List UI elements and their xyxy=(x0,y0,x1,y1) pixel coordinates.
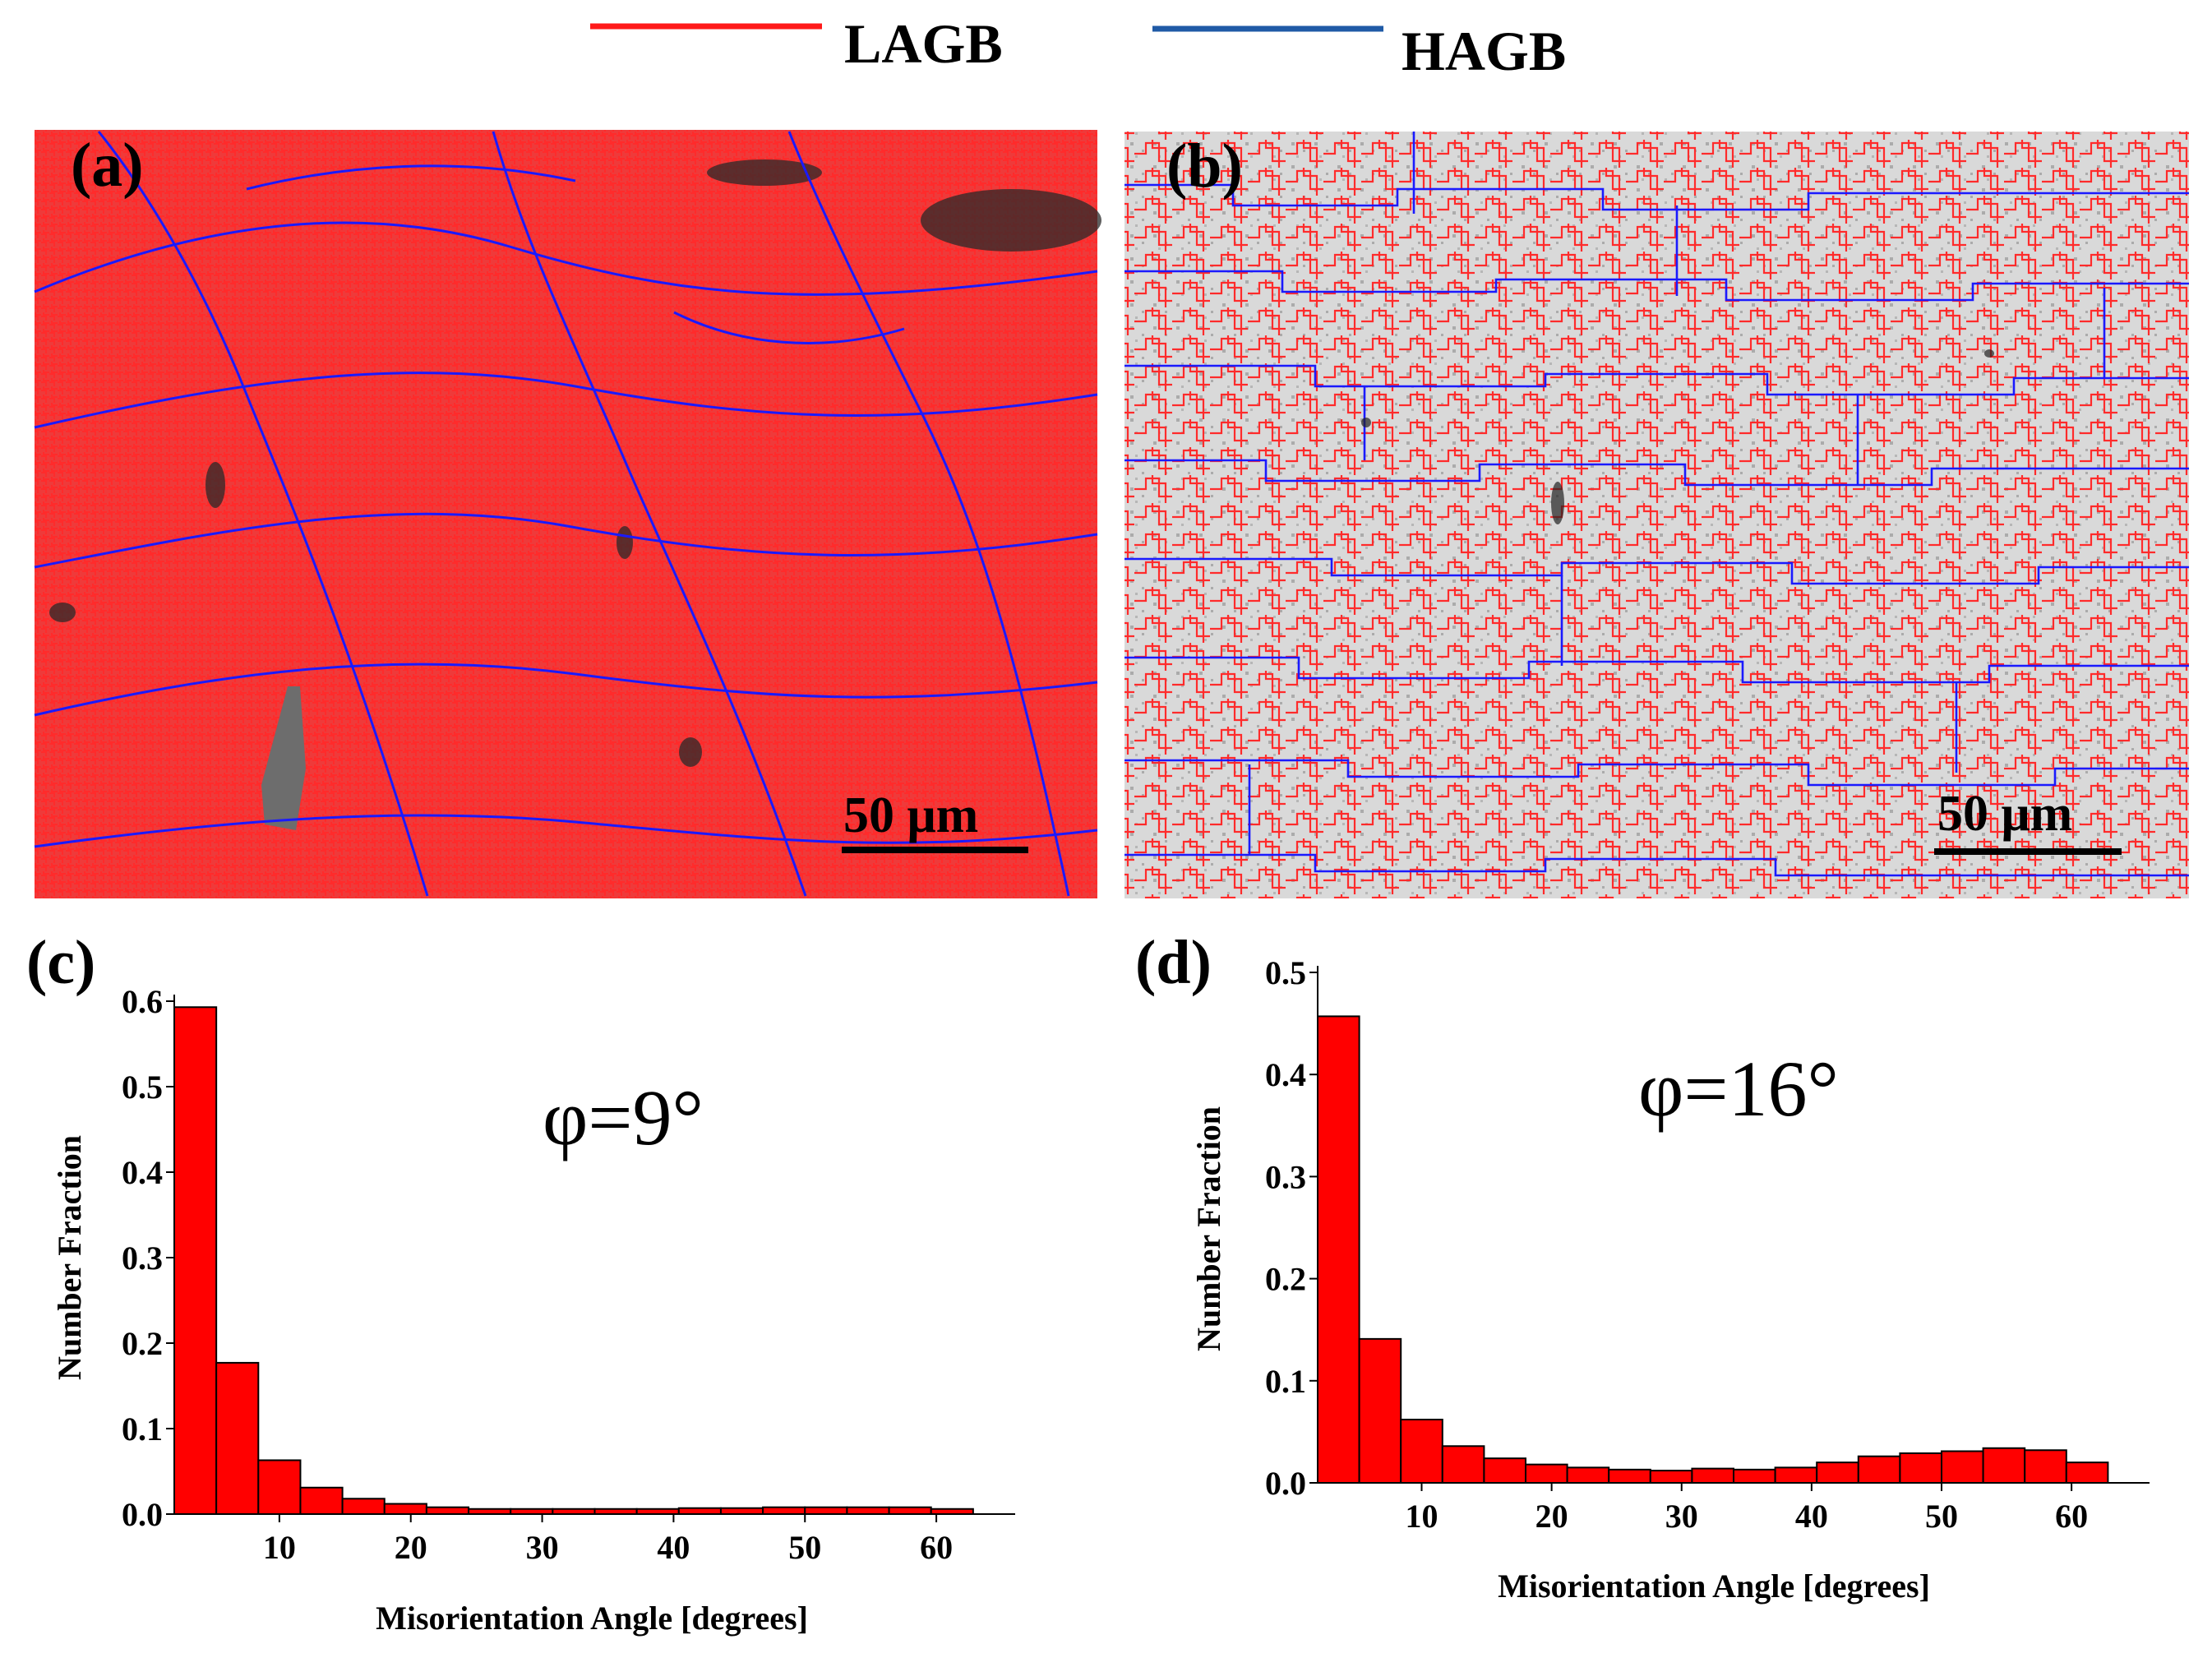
chart-d-xtick-label-5: 60 xyxy=(2055,1498,2088,1535)
chart-c-panel-label: (c) xyxy=(26,928,95,997)
chart-d-xtick-label-1: 20 xyxy=(1535,1498,1568,1535)
chart-c-bar-15 xyxy=(804,1506,848,1516)
chart-d-xtick-label-0: 10 xyxy=(1406,1498,1438,1535)
chart-d-bar-10 xyxy=(1733,1468,1776,1484)
chart-c-bar-1 xyxy=(215,1361,260,1516)
chart-d-ytick-label-3: 0.3 xyxy=(1265,1158,1306,1195)
chart-c-xtick-label-5: 60 xyxy=(920,1529,953,1566)
map-b-scale-label: 50 μm xyxy=(1937,786,2072,842)
map-a-dark-features xyxy=(49,159,1101,767)
chart-d-panel-label: (d) xyxy=(1135,928,1212,997)
chart-d-bar-7 xyxy=(1608,1468,1651,1484)
map-b-scale-bar xyxy=(1934,848,2122,855)
chart-c-ytick-label-0: 0.0 xyxy=(122,1496,163,1533)
chart-c-xtick-label-3: 40 xyxy=(657,1529,690,1566)
chart-c-plot: 0.0 0.1 0.2 0.3 0.4 0.5 0.6 10 20 30 40 50 60 xyxy=(122,983,1015,1566)
chart-d-bar-1 xyxy=(1358,1337,1402,1484)
map-a-scale-label: 50 μm xyxy=(843,787,978,843)
chart-c-xtick-label-0: 10 xyxy=(263,1529,296,1566)
legend-hagb-label: HAGB xyxy=(1402,20,1566,82)
chart-d-bar-17 xyxy=(2024,1449,2067,1484)
chart-c-bar-5 xyxy=(383,1503,427,1516)
chart-d-xlabel: Misorientation Angle [degrees] xyxy=(1498,1568,1930,1605)
chart-d-xtick-label-4: 50 xyxy=(1925,1498,1958,1535)
chart-c-bar-12 xyxy=(677,1507,722,1515)
chart-d-ylabel: Number Fraction xyxy=(1190,1106,1227,1351)
chart-d-ytick-label-5: 0.5 xyxy=(1265,954,1306,991)
chart-d-ytick-label-0: 0.0 xyxy=(1265,1465,1306,1502)
map-a-panel-label: (a) xyxy=(71,131,144,200)
chart-c-bar-13 xyxy=(719,1507,764,1515)
map-b-lagb-network xyxy=(1124,132,2189,898)
chart-d-annotation: φ=16° xyxy=(1638,1045,1839,1133)
chart-d-bar-6 xyxy=(1566,1466,1610,1484)
chart-c-xtick-label-1: 20 xyxy=(395,1529,427,1566)
chart-d-ytick-label-2: 0.2 xyxy=(1265,1261,1306,1298)
chart-c-xtick-label-2: 30 xyxy=(526,1529,559,1566)
chart-c-ytick-label-5: 0.5 xyxy=(122,1069,163,1106)
chart-c-bar-3 xyxy=(299,1486,344,1516)
chart-d-bar-8 xyxy=(1649,1470,1693,1484)
chart-d-bar-9 xyxy=(1691,1467,1734,1484)
legend: LAGB HAGB xyxy=(590,12,1566,82)
chart-c-bar-4 xyxy=(341,1498,386,1516)
chart-c-ytick-label-1: 0.1 xyxy=(122,1411,163,1448)
map-a-particle xyxy=(261,686,306,830)
chart-c-xlabel: Misorientation Angle [degrees] xyxy=(376,1600,808,1637)
chart-d-bar-4 xyxy=(1483,1457,1527,1484)
chart-d-bar-5 xyxy=(1525,1463,1568,1484)
chart-d-bar-13 xyxy=(1857,1455,1901,1484)
chart-c-xtick-label-4: 50 xyxy=(788,1529,821,1566)
chart-c-ylabel: Number Fraction xyxy=(51,1135,88,1380)
chart-d-ytick-label-1: 0.1 xyxy=(1265,1363,1306,1400)
chart-d-bar-16 xyxy=(1982,1447,2026,1484)
map-a: (a) 50 μm xyxy=(34,130,1101,898)
chart-d-plot: 0.0 0.1 0.2 0.3 0.4 0.5 10 20 30 40 50 60 xyxy=(1265,954,2150,1535)
chart-d-ytick-label-4: 0.4 xyxy=(1265,1056,1306,1093)
chart-c-annotation: φ=9° xyxy=(543,1074,704,1161)
chart-c-bar-0 xyxy=(173,1006,218,1515)
map-b-dark-features xyxy=(1361,349,1994,524)
chart-c-ytick-label-6: 0.6 xyxy=(122,983,163,1020)
chart-d-bar-15 xyxy=(1941,1450,1984,1484)
chart-d: (d) φ=16° Number Fraction Misorientation… xyxy=(1135,928,2150,1605)
chart-d-bar-14 xyxy=(1899,1452,1942,1484)
chart-d-xtick-label-2: 30 xyxy=(1665,1498,1698,1535)
map-a-hagb-network xyxy=(34,131,1098,897)
chart-c: (c) φ=9° Number Fraction Misorientation … xyxy=(26,928,1015,1637)
chart-c-bar-17 xyxy=(888,1506,932,1516)
chart-d-bar-0 xyxy=(1317,1015,1360,1484)
chart-d-bar-3 xyxy=(1441,1445,1485,1484)
chart-c-ytick-label-4: 0.4 xyxy=(122,1154,163,1191)
map-a-scale-bar xyxy=(842,847,1028,853)
chart-d-bar-18 xyxy=(2065,1461,2109,1484)
chart-c-bar-16 xyxy=(846,1506,890,1516)
chart-c-bar-14 xyxy=(762,1506,806,1516)
chart-c-ytick-label-2: 0.2 xyxy=(122,1325,163,1362)
chart-c-bar-2 xyxy=(257,1459,302,1515)
chart-c-ytick-label-3: 0.3 xyxy=(122,1240,163,1277)
chart-d-bar-2 xyxy=(1400,1418,1443,1484)
chart-d-bar-11 xyxy=(1774,1466,1818,1484)
map-b-hagb-network xyxy=(1124,132,2189,877)
chart-d-xtick-label-3: 40 xyxy=(1795,1498,1828,1535)
chart-d-bar-12 xyxy=(1816,1461,1859,1484)
map-b-panel-label: (b) xyxy=(1166,132,1243,201)
legend-lagb-label: LAGB xyxy=(844,12,1003,75)
map-b: (b) 50 μm xyxy=(1124,132,2189,898)
chart-c-bar-6 xyxy=(425,1506,470,1516)
map-a-lagb-network xyxy=(35,130,1097,898)
